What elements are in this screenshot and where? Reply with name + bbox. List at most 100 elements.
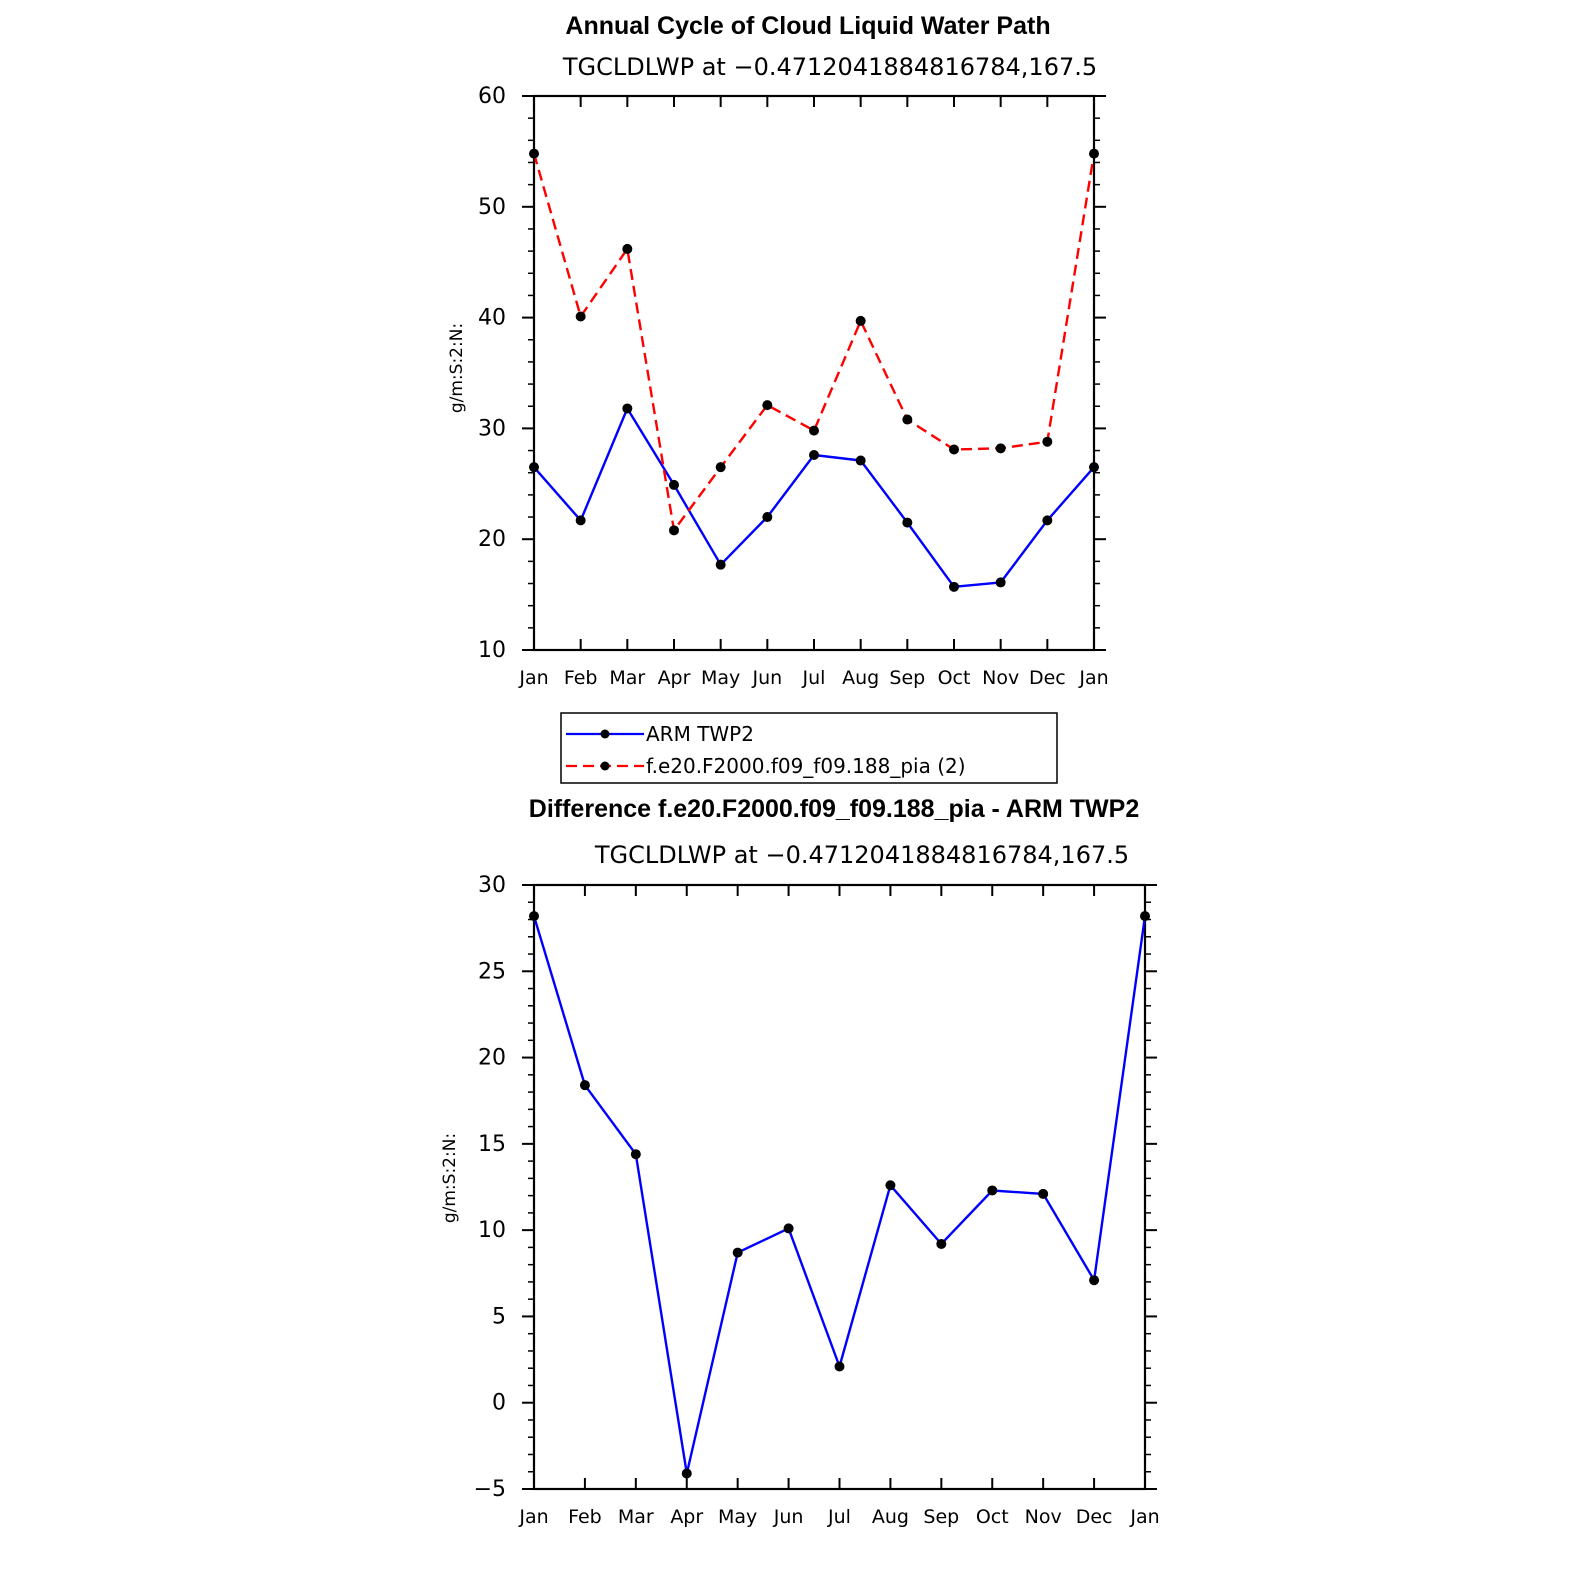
bottom-series-0-point [630, 1149, 641, 1160]
top-xtick-label: Jul [802, 667, 826, 689]
bottom-ytick-label: 15 [478, 1132, 506, 1157]
top-series-1-point [622, 243, 633, 254]
top-ytick-label: 30 [478, 416, 506, 441]
bottom-series-0-point [1140, 911, 1150, 922]
bottom-xtick-label: Aug [872, 1506, 909, 1528]
bottom-series-0-point [732, 1247, 743, 1258]
bottom-ytick-label: 30 [478, 873, 506, 898]
legend-box [560, 712, 1058, 784]
bottom-ytick-label: 20 [478, 1046, 506, 1071]
bottom-series-0-point [529, 911, 539, 922]
chart-top-ylabel: g/m:S:2:N: [447, 323, 467, 413]
top-xtick-label: Jun [751, 667, 782, 689]
chart-bottom-ylabel: g/m:S:2:N: [440, 1133, 460, 1223]
bottom-xtick-label: Sep [923, 1506, 959, 1528]
chart-top: Annual Cycle of Cloud Liquid Water Path … [447, 12, 1109, 689]
top-series-0-point [949, 581, 959, 592]
bottom-series-0-point [834, 1361, 845, 1372]
top-xtick-label: May [701, 667, 740, 689]
top-ytick-label: 50 [478, 195, 506, 220]
top-series-1-point [809, 425, 819, 436]
top-series-0-point [575, 515, 586, 526]
top-series-0-point [809, 449, 819, 460]
bottom-xtick-label: Dec [1076, 1506, 1113, 1528]
top-series-1-point [995, 443, 1006, 454]
bottom-xtick-label: Apr [670, 1506, 703, 1528]
legend-label-arm: ARM TWP2 [646, 722, 754, 746]
chart-bottom-title: Difference f.e20.F2000.f09_f09.188_pia -… [529, 795, 1139, 823]
top-series-0-point [902, 517, 913, 528]
top-series-0-point [529, 462, 539, 473]
top-series-1-line [532, 153, 1096, 532]
bottom-plot-frame [532, 883, 1147, 1491]
top-series-1-point [902, 414, 913, 425]
top-plot-frame [532, 94, 1096, 652]
top-xtick-label: Dec [1029, 667, 1066, 689]
chart-top-subtitle: TGCLDLWP at −0.4712041884816784,167.5 [562, 53, 1097, 81]
top-series-1-point [669, 525, 679, 536]
bottom-xtick-label: Jan [518, 1506, 548, 1528]
bottom-ytick-label: −5 [474, 1477, 506, 1502]
legend-marker-arm [600, 729, 610, 739]
top-xtick-label: Apr [658, 667, 691, 689]
bottom-xtick-label: Jan [1129, 1506, 1159, 1528]
top-xtick-label: Feb [564, 667, 598, 689]
chart-bottom: Difference f.e20.F2000.f09_f09.188_pia -… [440, 795, 1160, 1528]
top-ytick-label: 10 [478, 638, 506, 663]
top-series-0-point [762, 512, 773, 523]
top-series-1-point [762, 400, 773, 411]
bottom-ytick-label: 10 [478, 1218, 506, 1243]
top-series-1-point [529, 148, 539, 159]
top-xtick-label: Nov [982, 667, 1019, 689]
top-series-1-point [715, 462, 726, 473]
bottom-series-0-point [885, 1180, 896, 1191]
bottom-series-0-point [936, 1238, 947, 1249]
bottom-xtick-label: Jun [773, 1506, 804, 1528]
bottom-xtick-label: Feb [568, 1506, 602, 1528]
bottom-xtick-label: Oct [976, 1506, 1009, 1528]
bottom-xtick-label: Mar [618, 1506, 654, 1528]
top-xtick-label: Aug [842, 667, 879, 689]
top-series-0-point [995, 577, 1006, 588]
legend-marker-model [600, 761, 610, 771]
legend-entry-arm: ARM TWP2 [566, 722, 754, 746]
bottom-xtick-label: Nov [1025, 1506, 1062, 1528]
top-ytick-label: 20 [478, 527, 506, 552]
top-xtick-label: Sep [889, 667, 925, 689]
top-xtick-label: Mar [609, 667, 645, 689]
chart-bottom-subtitle: TGCLDLWP at −0.4712041884816784,167.5 [594, 841, 1129, 869]
top-series-1-point [1042, 436, 1053, 447]
bottom-series-0-point [987, 1185, 998, 1196]
bottom-series-0-point [1089, 1275, 1100, 1286]
top-series-1-point [949, 444, 959, 455]
bottom-series-0-point [1038, 1188, 1049, 1199]
top-series-1-point [855, 315, 866, 326]
top-ytick-label: 60 [478, 84, 506, 109]
bottom-series-0-point [783, 1223, 794, 1234]
legend: ARM TWP2 f.e20.F2000.f09_f09.188_pia (2) [560, 712, 1058, 784]
bottom-ytick-label: 0 [492, 1391, 506, 1416]
legend-entry-model: f.e20.F2000.f09_f09.188_pia (2) [566, 754, 966, 778]
top-xtick-label: Jan [518, 667, 548, 689]
chart-top-title: Annual Cycle of Cloud Liquid Water Path [565, 12, 1050, 40]
legend-label-model: f.e20.F2000.f09_f09.188_pia (2) [646, 754, 966, 778]
top-xtick-label: Jan [1078, 667, 1108, 689]
chart-bottom-plot: Jan Feb Mar Apr May Jun Jul Aug Sep Oct Nov Dec Jan−… [474, 873, 1160, 1528]
bottom-series-0-point [681, 1468, 692, 1479]
top-series-1-point [575, 311, 586, 322]
top-series-0-point [855, 455, 866, 466]
chart-top-plot: Jan Feb Mar Apr May Jun Jul Aug Sep Oct Nov Dec Jan 1… [478, 84, 1109, 689]
top-ytick-label: 40 [478, 306, 506, 331]
bottom-series-0-point [579, 1080, 590, 1091]
bottom-xtick-label: May [718, 1506, 757, 1528]
bottom-ytick-label: 5 [492, 1304, 506, 1329]
top-series-0-point [669, 479, 679, 490]
top-series-0-point [715, 559, 726, 570]
top-xtick-label: Oct [938, 667, 971, 689]
top-series-1-point [1089, 148, 1099, 159]
top-series-0-point [1089, 462, 1099, 473]
bottom-series-0-line [532, 915, 1147, 1475]
bottom-ytick-label: 25 [478, 959, 506, 984]
top-series-0-point [1042, 515, 1053, 526]
